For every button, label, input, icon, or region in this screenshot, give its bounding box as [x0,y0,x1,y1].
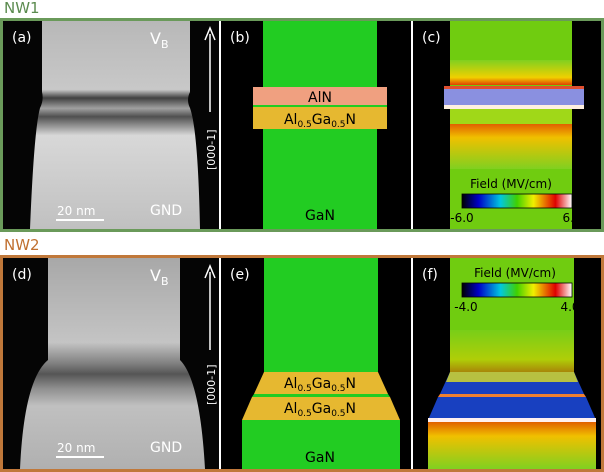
layer-label: AlN [308,90,332,106]
colorbar-max: 4.0 [560,300,579,314]
panel-tag: (f) [422,267,438,283]
colorbar-min: -4.0 [454,300,477,314]
panel-e: (e) Al0.5Ga0.5N Al0.5Ga0.5N GaN [221,258,411,469]
row-label: NW2 [4,236,40,254]
ground-label: GND [150,440,182,456]
colorbar [461,282,573,298]
row-frame [0,18,604,232]
panel-f: (f) Field (MV/cm) -4.0 4.0 [413,258,601,469]
panel-tag: (c) [422,30,441,46]
layer-label: Al0.5Ga0.5N [284,401,356,419]
colorbar-title: Field (MV/cm) [474,266,556,280]
panel-tag: (a) [12,30,32,46]
colorbar-min: -6.0 [450,211,473,225]
layer-label: Al0.5Ga0.5N [284,112,356,130]
direction-label: [000-1] [205,364,218,405]
panel-d: (d) VB [000-1] 20 nm GND [3,258,219,469]
base-label: GaN [305,208,335,224]
scale-label: 20 nm [57,441,95,455]
bias-label: VB [150,266,169,288]
panel-a: (a) VB [000-1] 20 nm GND [3,21,219,229]
direction-label: [000-1] [205,129,218,170]
panel-tag: (b) [230,30,250,46]
bias-label: VB [150,29,169,51]
panel-tag: (d) [12,267,32,283]
colorbar [461,193,573,209]
colorbar-max: 6.0 [562,211,581,225]
base-label: GaN [305,450,335,466]
panel-b: (b) AlN Al0.5Ga0.5N GaN [221,21,411,229]
layer-label: Al0.5Ga0.5N [284,376,356,394]
panel-c: (c) Field (MV/cm) -6.0 6.0 [413,21,601,229]
row-label: NW1 [4,0,40,17]
ground-label: GND [150,203,182,219]
panel-tag: (e) [230,267,250,283]
row-frame [0,255,604,472]
scale-label: 20 nm [57,204,95,218]
colorbar-title: Field (MV/cm) [470,177,552,191]
